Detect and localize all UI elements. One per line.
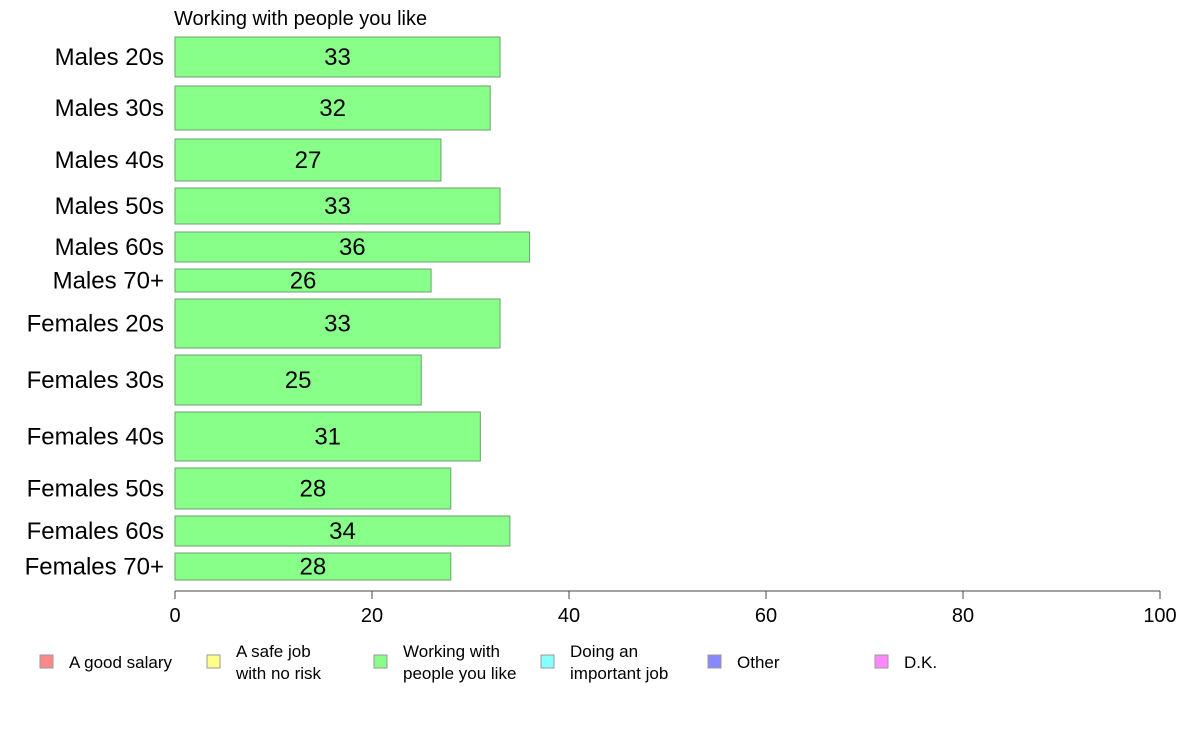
legend-swatch	[874, 654, 889, 669]
bar-0	[174, 36, 501, 78]
chart-title: Working with people you like	[174, 8, 427, 30]
legend-label: Other	[737, 653, 780, 672]
legend-swatch	[206, 654, 221, 669]
value-label: 36	[339, 234, 366, 261]
legend-swatch	[707, 654, 722, 669]
value-label: 33	[324, 311, 351, 338]
legend-swatch	[540, 654, 555, 669]
category-label: Females 50s	[27, 476, 164, 503]
bar-2	[174, 138, 442, 182]
x-tick-label: 80	[952, 605, 974, 627]
category-label: Males 50s	[55, 193, 164, 220]
legend-label: D.K.	[904, 653, 937, 672]
x-tick-label: 100	[1143, 605, 1176, 627]
bar-11	[174, 552, 452, 581]
bar-5	[174, 268, 432, 293]
category-label: Males 20s	[55, 44, 164, 71]
bar-1	[174, 85, 491, 131]
category-label: Males 60s	[55, 234, 164, 261]
x-tick-label: 40	[558, 605, 580, 627]
x-axis: 0 20 40 60 80 100	[169, 590, 1177, 627]
category-label: Males 40s	[55, 147, 164, 174]
value-label: 34	[329, 518, 356, 545]
bar-8	[174, 411, 481, 462]
x-tick-label: 60	[755, 605, 777, 627]
category-label: Males 30s	[55, 95, 164, 122]
bars-group: Males 20s 33 Males 30s 32 Males 40s 27 Males 5…	[25, 36, 531, 581]
bar-7	[174, 354, 422, 406]
value-label: 26	[290, 268, 317, 295]
value-label: 31	[314, 424, 341, 451]
legend-label: A good salary	[69, 653, 173, 672]
bar-10	[174, 515, 511, 547]
legend-swatch	[373, 654, 388, 669]
value-label: 28	[300, 554, 327, 581]
value-label: 27	[295, 147, 322, 174]
value-label: 28	[300, 476, 327, 503]
value-label: 33	[324, 44, 351, 71]
value-label: 33	[324, 193, 351, 220]
category-label: Females 70+	[25, 554, 164, 581]
legend-label: Doing an	[570, 642, 638, 661]
legend-label: with no risk	[235, 664, 322, 683]
legend-swatch	[39, 654, 54, 669]
bar-3	[174, 187, 501, 225]
bar-4	[174, 231, 531, 263]
category-label: Females 60s	[27, 518, 164, 545]
bar-9	[174, 467, 452, 510]
legend-label: A safe job	[236, 642, 311, 661]
legend-label: important job	[570, 664, 668, 683]
category-label: Females 20s	[27, 311, 164, 338]
value-label: 32	[319, 95, 346, 122]
category-label: Females 40s	[27, 424, 164, 451]
legend: A good salary A safe job with no risk Worki…	[39, 642, 937, 683]
legend-label: Working with	[403, 642, 500, 661]
category-label: Females 30s	[27, 367, 164, 394]
bar-6	[174, 298, 501, 349]
x-tick-label: 20	[361, 605, 383, 627]
category-label: Males 70+	[53, 268, 164, 295]
value-label: 25	[285, 367, 312, 394]
x-tick-label: 0	[169, 605, 180, 627]
legend-label: people you like	[403, 664, 516, 683]
